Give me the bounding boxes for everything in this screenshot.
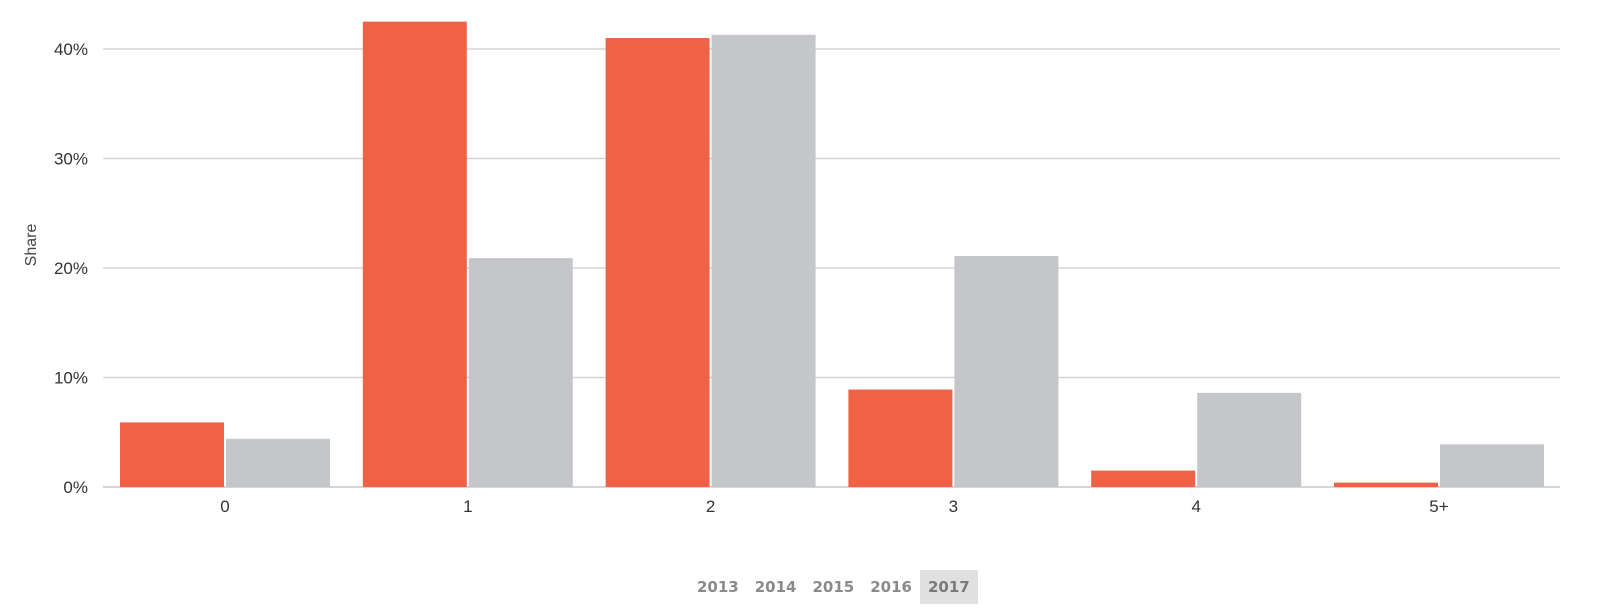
year-button-2013[interactable]: 2013 (697, 578, 739, 596)
bar-5+-series-1[interactable] (1440, 444, 1544, 487)
y-axis-title: Share (23, 224, 40, 267)
bar-4-series-0[interactable] (1091, 470, 1196, 487)
x-tick-label: 2 (706, 497, 715, 516)
x-tick-label: 3 (949, 497, 958, 516)
bar-4-series-1[interactable] (1197, 392, 1302, 487)
bar-3-series-1[interactable] (954, 255, 1059, 487)
bar-5+-series-0[interactable] (1334, 482, 1438, 487)
bar-3-series-0[interactable] (848, 389, 953, 487)
y-tick-label: 10% (54, 369, 88, 388)
gridlines (103, 48, 1560, 488)
x-axis-ticks: 0 1 2 3 4 5+ (220, 497, 1448, 516)
year-selector: 2013 2014 2015 2016 2017 (689, 570, 978, 604)
bars (120, 21, 1544, 488)
year-button-2014[interactable]: 2014 (754, 578, 797, 596)
y-tick-label: 0% (63, 478, 88, 497)
x-tick-label: 4 (1191, 497, 1200, 516)
bar-2-series-0[interactable] (605, 38, 710, 488)
bar-chart: 0% 10% 20% 30% 40% 0 1 2 3 4 5+ Share (23, 21, 1560, 516)
bar-0-series-0[interactable] (120, 422, 224, 487)
year-button-2017[interactable]: 2017 (920, 570, 978, 604)
x-tick-label: 1 (463, 497, 472, 516)
x-tick-label: 0 (220, 497, 229, 516)
bar-1-series-1[interactable] (468, 258, 573, 487)
x-tick-label: 5+ (1429, 497, 1448, 516)
y-tick-label: 40% (54, 40, 88, 59)
y-tick-label: 20% (54, 259, 88, 278)
year-button-2015[interactable]: 2015 (812, 578, 855, 596)
bar-1-series-0[interactable] (362, 21, 467, 487)
y-axis-ticks: 0% 10% 20% 30% 40% (54, 40, 88, 497)
bar-0-series-1[interactable] (226, 438, 330, 487)
y-tick-label: 30% (54, 150, 88, 169)
year-button-2016[interactable]: 2016 (870, 578, 912, 596)
bar-2-series-1[interactable] (711, 34, 816, 487)
